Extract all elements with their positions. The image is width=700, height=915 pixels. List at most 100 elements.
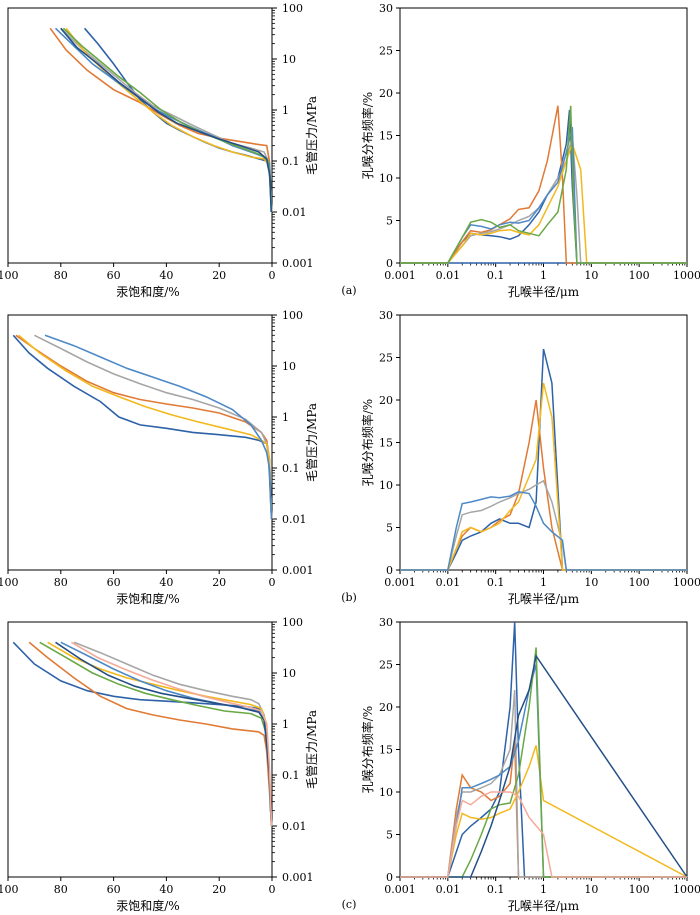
y-tick-label: 30 [379,309,393,322]
x-tick-label: 0.1 [487,576,505,589]
y-tick-label: 0.01 [282,513,307,526]
x-tick-label: 60 [107,883,121,896]
x-tick-label: 0 [269,269,276,282]
x-tick-label: 0.001 [384,576,416,589]
x-tick-label: 0.1 [487,269,505,282]
y-tick-label: 15 [379,437,393,450]
x-tick-label: 1000 [673,576,700,589]
x-tick-label: 100 [629,269,650,282]
y-tick-label: 0.1 [282,155,300,168]
series-line [62,27,273,213]
y-tick-label: 100 [282,309,303,322]
series-line [60,27,273,213]
y-tick-label: 20 [379,701,393,714]
x-tick-label: 1 [540,269,547,282]
x-tick-label: 20 [212,269,226,282]
x-tick-label: 100 [629,576,650,589]
x-tick-label: 0.001 [384,269,416,282]
x-tick-label: 10 [584,576,598,589]
y-tick-label: 0 [386,257,393,270]
series-line [28,641,273,827]
x-tick-label: 0 [269,883,276,896]
series-line [39,641,273,827]
series-line [400,647,687,878]
chart-right-2: 0.001 0.01 0.1 1 10 100 1000 0 5 10 15 20 25 30 孔喉半径/μ… [342,616,700,913]
y-tick-label: 15 [379,130,393,143]
series-line [400,621,687,878]
y-axis-label: 孔喉分布频率/% [360,706,375,793]
series-line [49,27,273,213]
y-tick-label: 0.1 [282,462,300,475]
y-tick-label: 10 [379,786,393,799]
y-tick-label: 0.001 [282,257,314,270]
y-tick-label: 0.001 [282,564,314,577]
x-tick-label: 10 [584,269,598,282]
y-tick-label: 10 [282,360,296,373]
y-tick-label: 10 [379,172,393,185]
x-tick-label: 0.01 [436,576,461,589]
x-axis-label: 孔喉半径/μm [508,899,580,913]
x-tick-label: 100 [0,576,19,589]
y-tick-label: 30 [379,616,393,629]
x-tick-label: 0.001 [384,883,416,896]
y-tick-label: 25 [379,659,393,672]
x-tick-label: 100 [0,883,19,896]
series-line [400,126,687,264]
x-tick-label: 20 [212,883,226,896]
series-line [400,105,687,264]
chart-left-0: 100 80 60 40 20 0 0.001 0.01 0.1 1 10 100 汞饱和度/% 毛管压力… [0,2,319,299]
x-tick-label: 100 [629,883,650,896]
x-tick-label: 1000 [673,269,700,282]
y-axis-label: 毛管压力/MPa [304,96,319,175]
x-axis-label: 孔喉半径/μm [508,592,580,606]
x-axis-label: 孔喉半径/μm [508,285,580,299]
x-axis-label: 汞饱和度/% [116,284,179,299]
y-tick-label: 25 [379,352,393,365]
y-tick-label: 1 [282,104,289,117]
series-line [44,334,273,520]
series-line [60,641,273,827]
series-line [400,135,687,264]
chart-left-2: 100 80 60 40 20 0 0.001 0.01 0.1 1 10 100 汞饱和度/% 毛管压力… [0,616,319,913]
x-tick-label: 1 [540,576,547,589]
y-axis-label: 毛管压力/MPa [304,403,319,482]
y-tick-label: 10 [282,53,296,66]
y-tick-label: 10 [379,479,393,492]
x-tick-label: 1 [540,883,547,896]
y-tick-label: 5 [386,829,393,842]
series-line [400,382,687,571]
plot-frame [399,621,688,878]
series-line [400,399,687,571]
plot-frame [7,621,273,878]
x-tick-label: 1000 [673,883,700,896]
panel-label: (b) [341,591,357,604]
panel-label: (a) [341,284,356,297]
series-line [47,641,273,827]
y-tick-label: 0 [386,871,393,884]
plot-frame [7,7,273,264]
y-tick-label: 0 [386,564,393,577]
x-axis-label: 汞饱和度/% [116,898,179,913]
y-tick-label: 0.01 [282,820,307,833]
y-tick-label: 20 [379,87,393,100]
y-tick-label: 10 [282,667,296,680]
y-tick-label: 5 [386,522,393,535]
series-line [400,654,688,878]
x-tick-label: 60 [107,576,121,589]
x-tick-label: 0.1 [487,883,505,896]
y-tick-label: 0.001 [282,871,314,884]
x-tick-label: 60 [107,269,121,282]
x-tick-label: 100 [0,269,19,282]
y-tick-label: 1 [282,411,289,424]
y-tick-label: 5 [386,215,393,228]
series-line [400,791,687,878]
y-axis-label: 毛管压力/MPa [304,710,319,789]
y-tick-label: 100 [282,2,303,15]
y-tick-label: 0.01 [282,206,307,219]
y-tick-label: 20 [379,394,393,407]
y-tick-label: 0.1 [282,769,300,782]
x-tick-label: 10 [584,883,598,896]
plot-frame [7,314,273,571]
series-line [400,664,687,878]
